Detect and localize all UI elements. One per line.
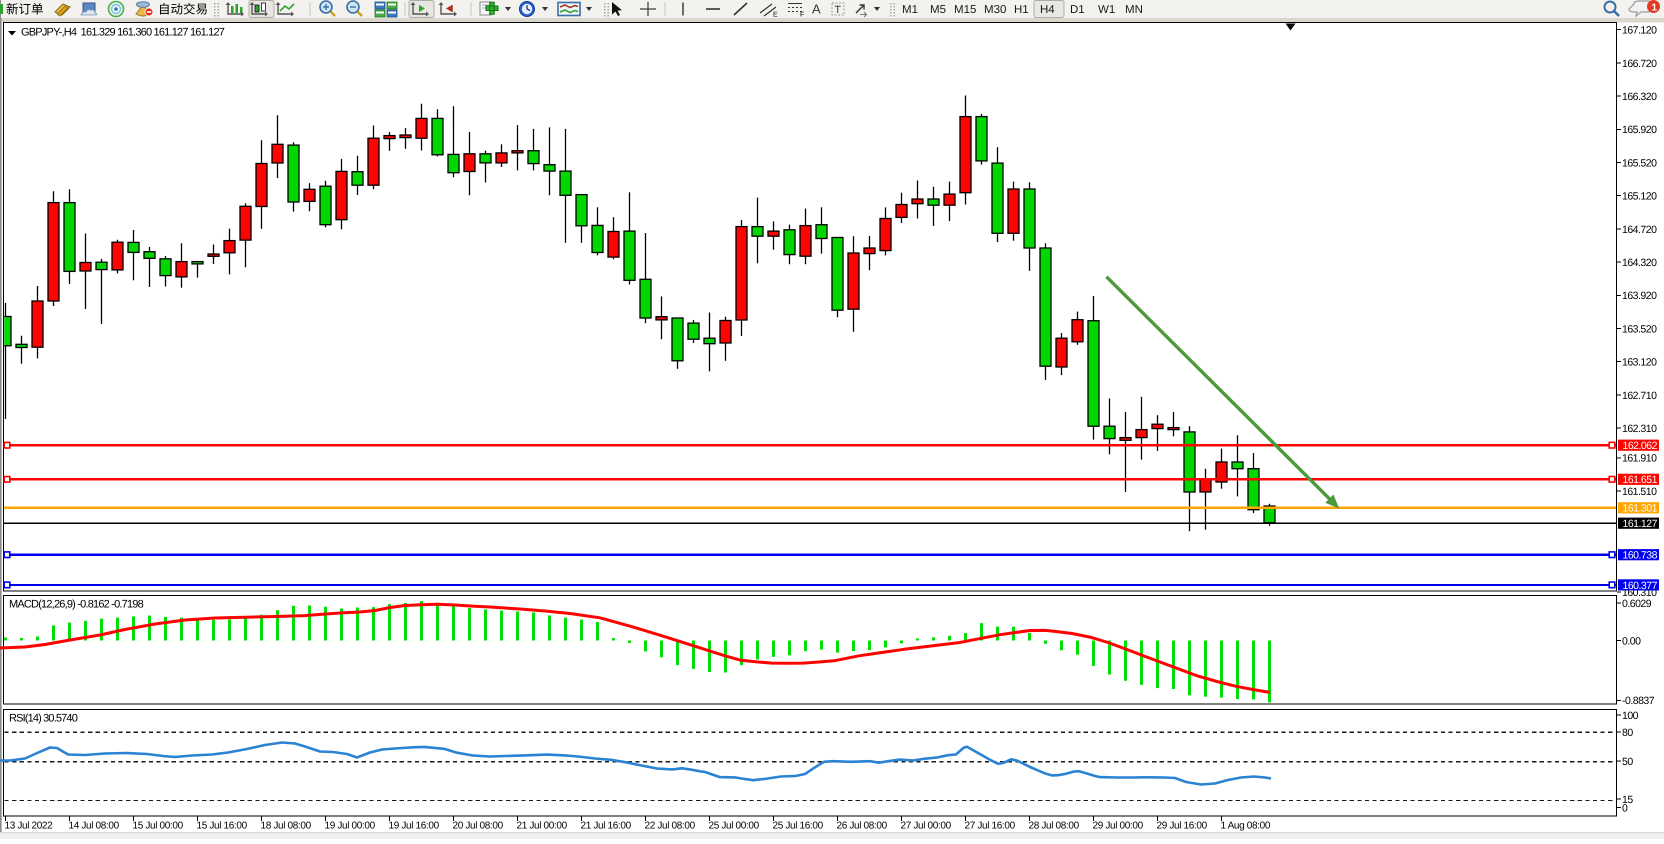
- svg-text:161.510: 161.510: [1622, 486, 1657, 498]
- svg-text:15: 15: [1622, 794, 1633, 806]
- svg-text:GBPJPY-,H4 161.329 161.360 16: GBPJPY-,H4 161.329 161.360 161.127 161.1…: [21, 27, 225, 39]
- svg-text:163.920: 163.920: [1622, 290, 1657, 302]
- svg-text:100: 100: [1622, 710, 1639, 722]
- svg-text:MN: MN: [1125, 4, 1143, 16]
- svg-text:162.062: 162.062: [1623, 440, 1658, 452]
- svg-text:165.920: 165.920: [1622, 124, 1657, 136]
- svg-text:0.6029: 0.6029: [1622, 598, 1652, 610]
- svg-text:22 Jul 08:00: 22 Jul 08:00: [645, 821, 696, 832]
- svg-text:162.310: 162.310: [1622, 423, 1657, 435]
- svg-text:18 Jul 08:00: 18 Jul 08:00: [261, 821, 312, 832]
- svg-text:0.00: 0.00: [1622, 635, 1641, 647]
- svg-text:M1: M1: [902, 4, 918, 16]
- svg-text:20 Jul 08:00: 20 Jul 08:00: [453, 821, 504, 832]
- svg-text:166.320: 166.320: [1622, 91, 1657, 103]
- svg-text:80: 80: [1622, 727, 1633, 739]
- svg-text:-0.8837: -0.8837: [1622, 695, 1655, 707]
- svg-text:27 Jul 00:00: 27 Jul 00:00: [901, 821, 952, 832]
- svg-text:自动交易: 自动交易: [158, 3, 208, 17]
- svg-text:H1: H1: [1014, 4, 1029, 16]
- svg-text:50: 50: [1622, 756, 1633, 768]
- svg-text:165.120: 165.120: [1622, 191, 1657, 203]
- svg-text:161.301: 161.301: [1623, 503, 1658, 515]
- svg-text:27 Jul 16:00: 27 Jul 16:00: [965, 821, 1016, 832]
- svg-text:W1: W1: [1098, 4, 1115, 16]
- svg-text:29 Jul 00:00: 29 Jul 00:00: [1093, 821, 1144, 832]
- svg-text:161.651: 161.651: [1623, 474, 1658, 486]
- svg-text:1: 1: [1652, 3, 1658, 14]
- svg-text:26 Jul 08:00: 26 Jul 08:00: [837, 821, 888, 832]
- svg-text:15 Jul 16:00: 15 Jul 16:00: [197, 821, 248, 832]
- svg-text:F: F: [800, 12, 804, 19]
- svg-text:M15: M15: [954, 4, 976, 16]
- svg-text:166.720: 166.720: [1622, 58, 1657, 70]
- svg-text:T: T: [835, 4, 842, 16]
- svg-text:13 Jul 2022: 13 Jul 2022: [5, 821, 54, 832]
- svg-text:164.720: 164.720: [1622, 224, 1657, 236]
- svg-text:25 Jul 00:00: 25 Jul 00:00: [709, 821, 760, 832]
- svg-text:161.127: 161.127: [1623, 518, 1658, 530]
- svg-text:25 Jul 16:00: 25 Jul 16:00: [773, 821, 824, 832]
- svg-text:新订单: 新订单: [6, 3, 44, 17]
- svg-text:MACD(12,26,9) -0.8162 -0.7198: MACD(12,26,9) -0.8162 -0.7198: [9, 599, 144, 611]
- svg-text:160.377: 160.377: [1623, 580, 1658, 592]
- svg-text:E: E: [773, 12, 778, 19]
- svg-text:RSI(14) 30.5740: RSI(14) 30.5740: [9, 713, 78, 725]
- svg-text:161.910: 161.910: [1622, 453, 1657, 465]
- svg-text:165.520: 165.520: [1622, 157, 1657, 169]
- svg-text:160.738: 160.738: [1623, 550, 1658, 562]
- svg-text:28 Jul 08:00: 28 Jul 08:00: [1029, 821, 1080, 832]
- svg-text:1 Aug 08:00: 1 Aug 08:00: [1221, 821, 1271, 832]
- svg-text:162.710: 162.710: [1622, 390, 1657, 402]
- svg-text:M30: M30: [984, 4, 1006, 16]
- svg-text:167.120: 167.120: [1622, 25, 1657, 37]
- svg-text:A: A: [812, 2, 821, 17]
- svg-text:M5: M5: [930, 4, 946, 16]
- svg-text:21 Jul 16:00: 21 Jul 16:00: [581, 821, 632, 832]
- svg-text:29 Jul 16:00: 29 Jul 16:00: [1157, 821, 1208, 832]
- svg-text:0: 0: [1622, 803, 1628, 815]
- svg-text:D1: D1: [1070, 4, 1085, 16]
- svg-text:H4: H4: [1040, 4, 1055, 16]
- svg-text:163.120: 163.120: [1622, 357, 1657, 369]
- svg-text:19 Jul 16:00: 19 Jul 16:00: [389, 821, 440, 832]
- svg-text:21 Jul 00:00: 21 Jul 00:00: [517, 821, 568, 832]
- svg-text:15 Jul 00:00: 15 Jul 00:00: [133, 821, 184, 832]
- svg-text:164.320: 164.320: [1622, 257, 1657, 269]
- svg-text:14 Jul 08:00: 14 Jul 08:00: [69, 821, 120, 832]
- svg-text:19 Jul 00:00: 19 Jul 00:00: [325, 821, 376, 832]
- svg-text:163.520: 163.520: [1622, 323, 1657, 335]
